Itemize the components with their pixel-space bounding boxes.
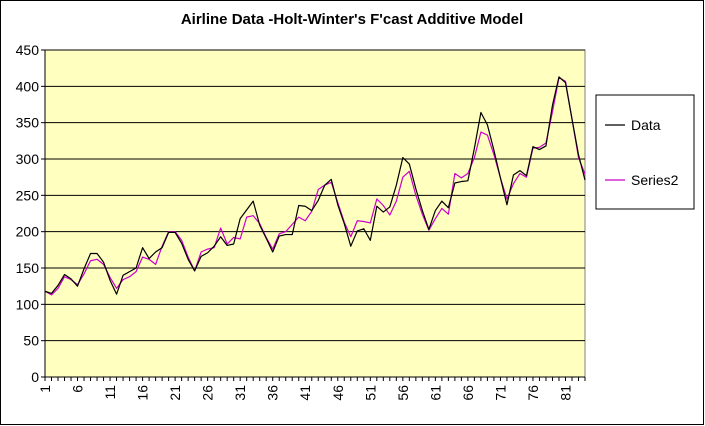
y-tick-label-150: 150 — [16, 260, 40, 276]
x-tick-label-61: 61 — [427, 385, 443, 401]
series-line-data — [44, 76, 586, 295]
y-tick-label-200: 200 — [16, 224, 40, 240]
y-axis-ticks: 0 50 100 150 200 250 300 350 400 450 — [16, 42, 45, 385]
legend-box — [595, 94, 695, 210]
x-tick-label-36: 36 — [265, 385, 281, 401]
x-tick-label-16: 16 — [135, 385, 151, 401]
y-tick-label-400: 400 — [16, 78, 40, 94]
x-tick-label-51: 51 — [362, 385, 378, 401]
y-tick-label-350: 350 — [16, 115, 40, 131]
plot-area — [44, 49, 586, 378]
y-tick-label-50: 50 — [23, 333, 39, 349]
x-tick-label-71: 71 — [492, 385, 508, 401]
x-axis-ticks: 1 6 11 16 21 26 31 36 41 46 51 56 61 66 71 76 81 — [37, 377, 586, 401]
x-tick-label-41: 41 — [297, 385, 313, 401]
x-tick-label-56: 56 — [395, 385, 411, 401]
x-tick-label-46: 46 — [330, 385, 346, 401]
legend-label-series2: Series2 — [631, 172, 679, 188]
series-line-series2 — [44, 77, 586, 296]
x-tick-label-11: 11 — [102, 385, 118, 400]
y-tick-label-250: 250 — [16, 187, 40, 203]
x-tick-label-76: 76 — [525, 385, 541, 401]
x-tick-label-21: 21 — [167, 385, 183, 401]
x-tick-label-66: 66 — [460, 385, 476, 401]
x-tick-label-26: 26 — [200, 385, 216, 401]
legend: Data Series2 — [595, 94, 695, 210]
chart-title: Airline Data -Holt-Winter's F'cast Addit… — [181, 11, 523, 28]
x-tick-label-81: 81 — [557, 385, 573, 401]
y-tick-label-300: 300 — [16, 151, 40, 167]
y-tick-label-450: 450 — [16, 42, 40, 58]
y-tick-label-0: 0 — [31, 369, 39, 385]
series-lines — [44, 76, 586, 296]
y-tick-label-100: 100 — [16, 296, 40, 312]
x-tick-label-31: 31 — [232, 385, 248, 401]
x-tick-label-6: 6 — [70, 385, 86, 393]
legend-label-data: Data — [631, 117, 661, 133]
x-tick-label-1: 1 — [37, 385, 53, 393]
